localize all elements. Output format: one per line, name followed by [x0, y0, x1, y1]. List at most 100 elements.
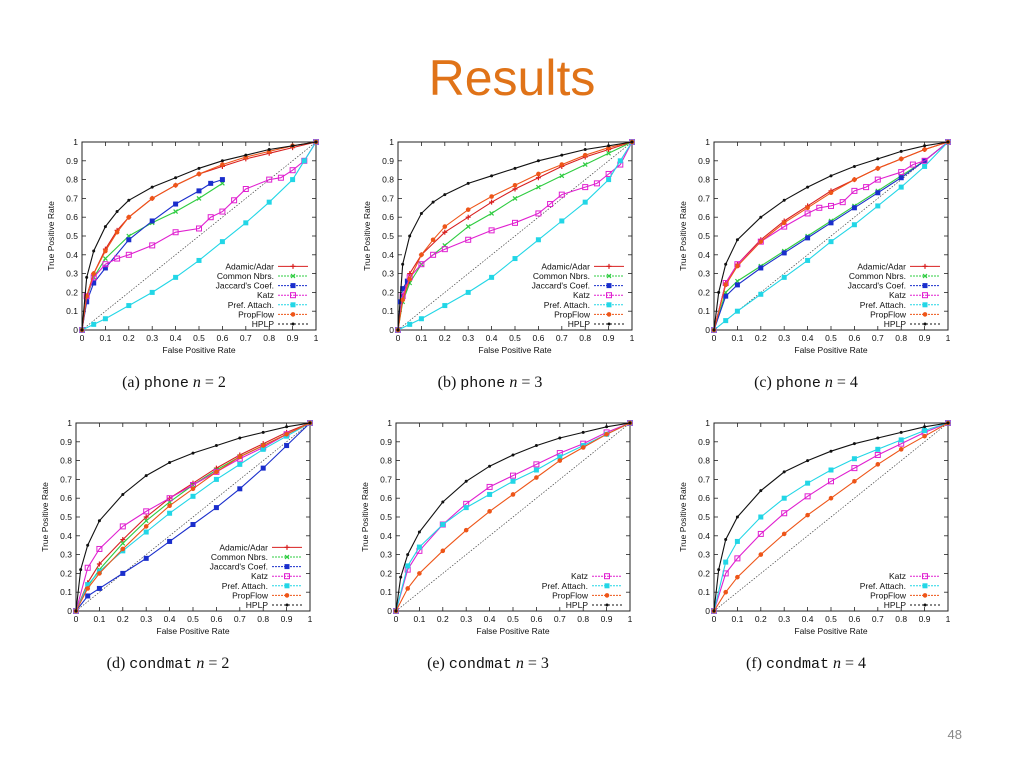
series-hplp [394, 421, 632, 613]
x-tick-label: 0.1 [99, 333, 111, 343]
legend-label: Common Nbrs. [533, 271, 590, 281]
data-point [260, 465, 266, 471]
y-tick-label: 0.7 [66, 193, 78, 203]
x-tick-label: 0 [396, 333, 401, 343]
data-point [734, 282, 740, 288]
data-point [172, 229, 179, 236]
data-point [102, 265, 108, 271]
data-point [782, 470, 786, 474]
legend-label: Pref. Attach. [860, 581, 906, 591]
data-point [431, 200, 435, 204]
data-point [285, 425, 289, 429]
data-point [126, 303, 132, 309]
y-tick-label: 0.7 [60, 474, 72, 484]
data-point [173, 201, 179, 207]
data-point [488, 227, 495, 234]
data-point [91, 321, 97, 327]
x-tick-label: 0.3 [462, 333, 474, 343]
data-point [852, 478, 857, 484]
y-tick-label: 0 [389, 325, 394, 335]
data-point [605, 170, 612, 177]
y-tick-label: 0.6 [698, 493, 710, 503]
data-point [441, 246, 448, 253]
legend-label: Katz [573, 290, 590, 300]
data-point [547, 201, 554, 208]
legend-item: Katz [889, 290, 940, 300]
legend-marker [922, 292, 928, 299]
x-tick-label: 0.4 [484, 614, 496, 624]
data-point [734, 308, 740, 314]
legend-label: Adamic/Adar [225, 261, 274, 271]
data-point [851, 456, 857, 462]
x-tick-label: 0.4 [486, 333, 498, 343]
y-tick-label: 0.8 [698, 456, 710, 466]
data-point [407, 321, 413, 327]
data-point [874, 176, 881, 183]
data-point [440, 522, 446, 528]
data-point [465, 224, 471, 230]
legend-item: Jaccard's Coef. [848, 281, 940, 291]
legend-marker [604, 573, 610, 580]
chart-caption-c: (c) phone n = 4 [754, 374, 858, 392]
data-point [244, 153, 248, 157]
data-point [863, 184, 870, 191]
data-point [852, 164, 856, 168]
data-point [723, 318, 729, 324]
data-point [237, 486, 243, 492]
data-point [406, 553, 410, 557]
data-point [80, 328, 84, 332]
legend-label: Pref. Attach. [228, 300, 274, 310]
data-point [630, 140, 634, 144]
data-point [804, 210, 811, 217]
data-point [74, 609, 78, 613]
data-point [394, 609, 398, 613]
data-point [806, 459, 810, 463]
data-point [489, 274, 495, 280]
legend-label: PropFlow [232, 590, 269, 600]
data-point [852, 442, 856, 446]
y-tick-label: 0.4 [382, 250, 394, 260]
data-point [97, 519, 101, 523]
legend-marker [606, 312, 612, 317]
legend-marker [604, 583, 610, 589]
data-point [533, 461, 540, 468]
data-point [805, 257, 811, 263]
x-tick-label: 0.2 [123, 333, 135, 343]
chart-panel-e: 0 0 0.1 0.1 0.2 0.2 0.3 0.3 0.4 0.4 0.5 0.5 0.6 0.6 0.… [348, 411, 648, 681]
legend-item: Common Nbrs. [211, 552, 302, 562]
data-point [489, 199, 495, 205]
data-point [582, 162, 588, 167]
legend-label: HPLP [252, 319, 275, 329]
data-point [839, 199, 846, 206]
data-point [489, 211, 495, 216]
y-tick-label: 0.1 [380, 587, 392, 597]
x-tick-label: 0.3 [778, 333, 790, 343]
series-jaccard-s-coef [73, 420, 313, 614]
data-point [923, 425, 927, 429]
data-point [781, 495, 787, 501]
data-point [734, 538, 740, 544]
chart-caption-f: (f) condmat n = 4 [745, 655, 867, 673]
legend-marker [285, 603, 289, 607]
legend-item: Jaccard's Coef. [210, 562, 302, 572]
data-point [463, 505, 469, 511]
x-tick-label: 0.4 [164, 614, 176, 624]
data-point [758, 514, 764, 520]
data-point [465, 207, 471, 212]
x-tick-label: 0.5 [507, 614, 519, 624]
data-point [876, 436, 880, 440]
data-point [125, 251, 132, 258]
x-tick-label: 0.3 [778, 614, 790, 624]
data-point [196, 188, 202, 194]
data-point [875, 166, 881, 171]
data-point [583, 148, 587, 152]
y-axis-label: True Positive Rate [360, 482, 370, 552]
y-tick-label: 0.2 [382, 287, 394, 297]
legend-label: Jaccard's Coef. [532, 281, 590, 291]
x-tick-label: 0.9 [287, 333, 299, 343]
data-point [899, 149, 903, 153]
chart-caption-d: (d) condmat n = 2 [106, 655, 230, 673]
data-point [208, 180, 214, 186]
series-hplp [396, 140, 634, 332]
legend-item: Common Nbrs. [849, 271, 940, 281]
